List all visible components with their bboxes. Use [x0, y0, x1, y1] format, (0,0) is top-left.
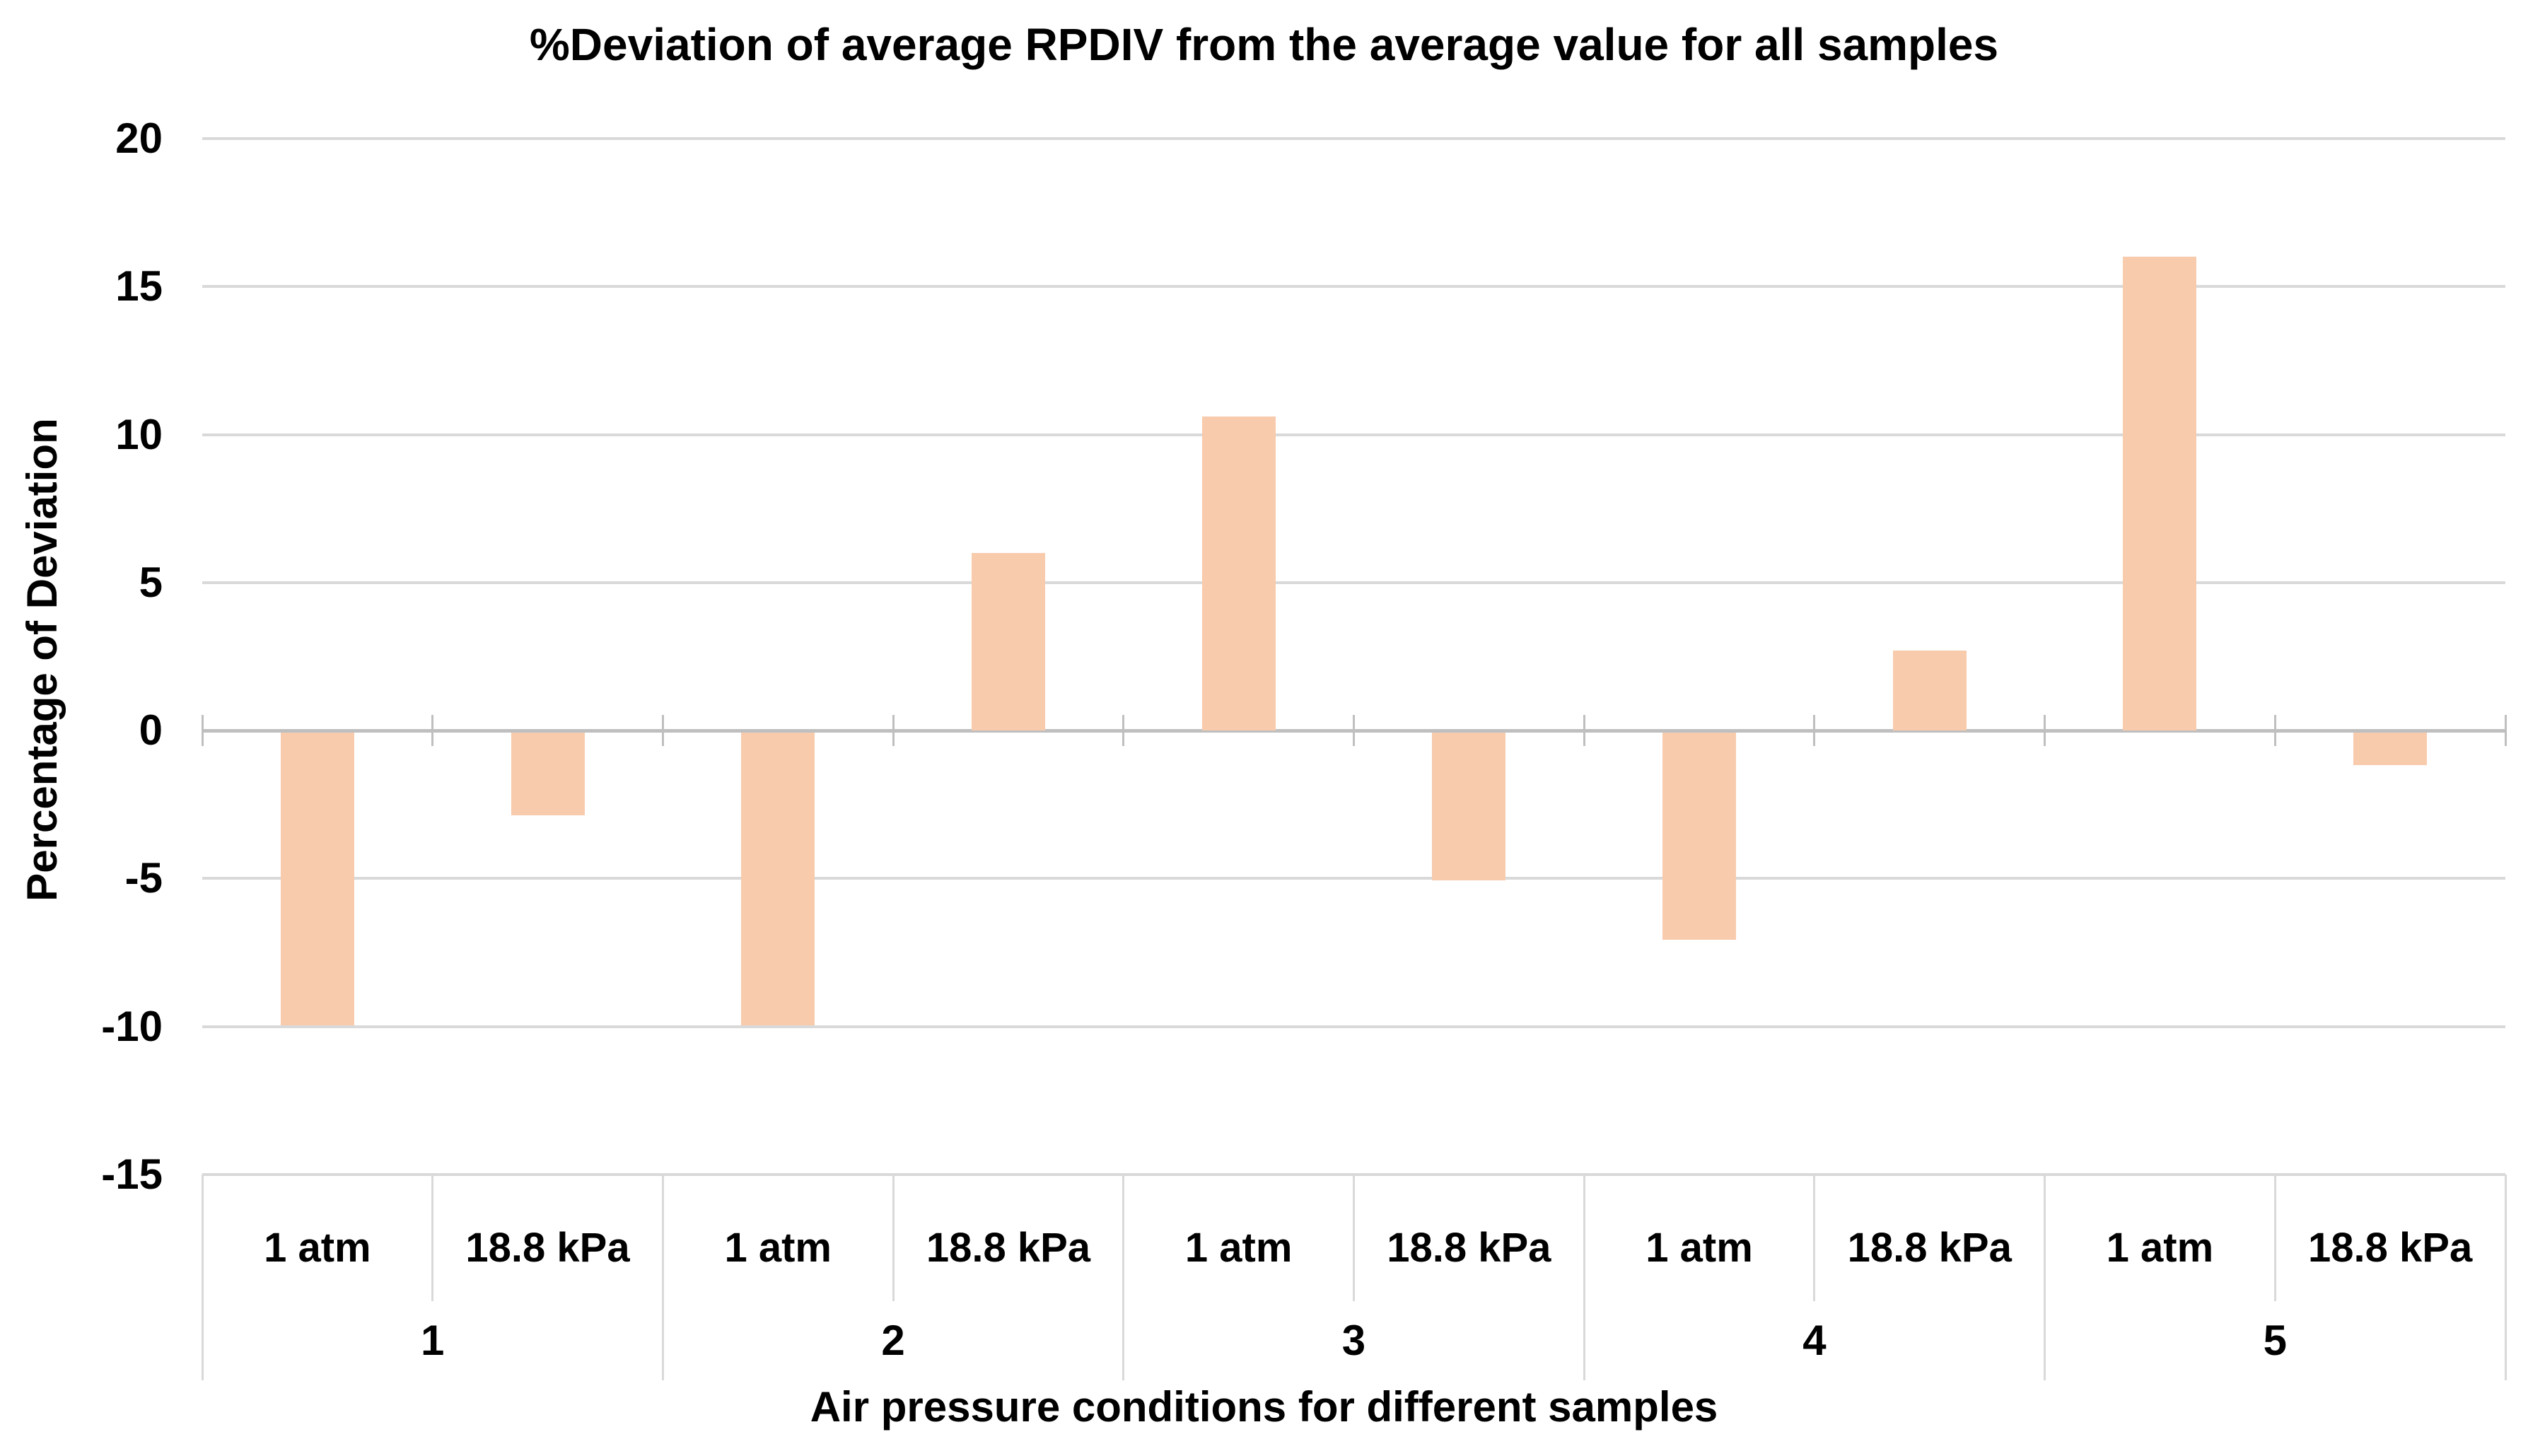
bar	[511, 732, 585, 815]
separator-line	[1122, 1175, 1125, 1380]
bar	[1892, 651, 1967, 731]
axis-tick	[2273, 715, 2276, 747]
y-tick-label: 15	[115, 262, 163, 310]
gridline	[202, 1025, 2505, 1028]
gridline	[202, 433, 2505, 436]
axis-tick	[2504, 715, 2507, 747]
group-label: 2	[881, 1317, 905, 1364]
y-tick-label: -15	[101, 1151, 163, 1198]
axis-tick	[661, 715, 664, 747]
axis-tick	[1122, 715, 1125, 747]
y-tick-label: -5	[124, 854, 163, 902]
separator-line	[201, 1175, 204, 1380]
condition-label: 18.8 kPa	[926, 1225, 1091, 1271]
axis-tick	[2044, 715, 2046, 747]
bar	[971, 553, 1045, 731]
condition-label: 1 atm	[264, 1225, 371, 1271]
gridline	[202, 581, 2505, 584]
separator-line	[1583, 1175, 1585, 1380]
axis-tick	[1353, 715, 1355, 747]
separator-line	[892, 1175, 895, 1301]
separator-line	[2504, 1175, 2507, 1380]
condition-label: 1 atm	[1645, 1225, 1753, 1271]
axis-tick	[892, 715, 895, 747]
condition-label: 18.8 kPa	[1847, 1225, 2012, 1271]
separator-line	[2044, 1175, 2046, 1380]
y-tick-label: 10	[115, 410, 163, 458]
condition-label: 1 atm	[1184, 1225, 1293, 1271]
group-label: 4	[1802, 1317, 1827, 1364]
y-tick-label: 20	[115, 115, 163, 162]
condition-label: 1 atm	[724, 1225, 832, 1271]
y-tick-label: 5	[139, 558, 163, 606]
bar	[741, 732, 815, 1026]
bar	[1662, 732, 1737, 940]
axis-tick	[1813, 715, 1816, 747]
bar	[1201, 417, 1276, 731]
gridline	[202, 877, 2505, 880]
chart-title: %Deviation of average RPDIV from the ave…	[529, 19, 1999, 70]
condition-label: 18.8 kPa	[2308, 1225, 2473, 1271]
axis-tick	[1583, 715, 1585, 747]
condition-label: 1 atm	[2106, 1225, 2214, 1271]
separator-line	[2273, 1175, 2276, 1301]
group-label: 3	[1341, 1317, 1366, 1364]
axis-tick	[431, 715, 434, 747]
bar	[2123, 257, 2197, 731]
axis-tick	[201, 715, 204, 747]
x-axis-title: Air pressure conditions for different sa…	[810, 1383, 1718, 1431]
gridline	[202, 285, 2505, 289]
condition-label: 18.8 kPa	[1387, 1225, 1551, 1271]
condition-label: 18.8 kPa	[465, 1225, 630, 1271]
group-label: 5	[2263, 1317, 2287, 1364]
bar	[2353, 732, 2428, 765]
separator-line	[431, 1175, 434, 1301]
gridline	[202, 137, 2505, 140]
group-label: 1	[421, 1317, 445, 1364]
separator-line	[661, 1175, 664, 1380]
bar	[1432, 732, 1506, 880]
bar	[280, 732, 354, 1026]
separator-line	[1353, 1175, 1355, 1301]
y-tick-label: 0	[139, 706, 163, 755]
y-tick-label: -10	[101, 1002, 163, 1050]
separator-line	[1813, 1175, 1816, 1301]
